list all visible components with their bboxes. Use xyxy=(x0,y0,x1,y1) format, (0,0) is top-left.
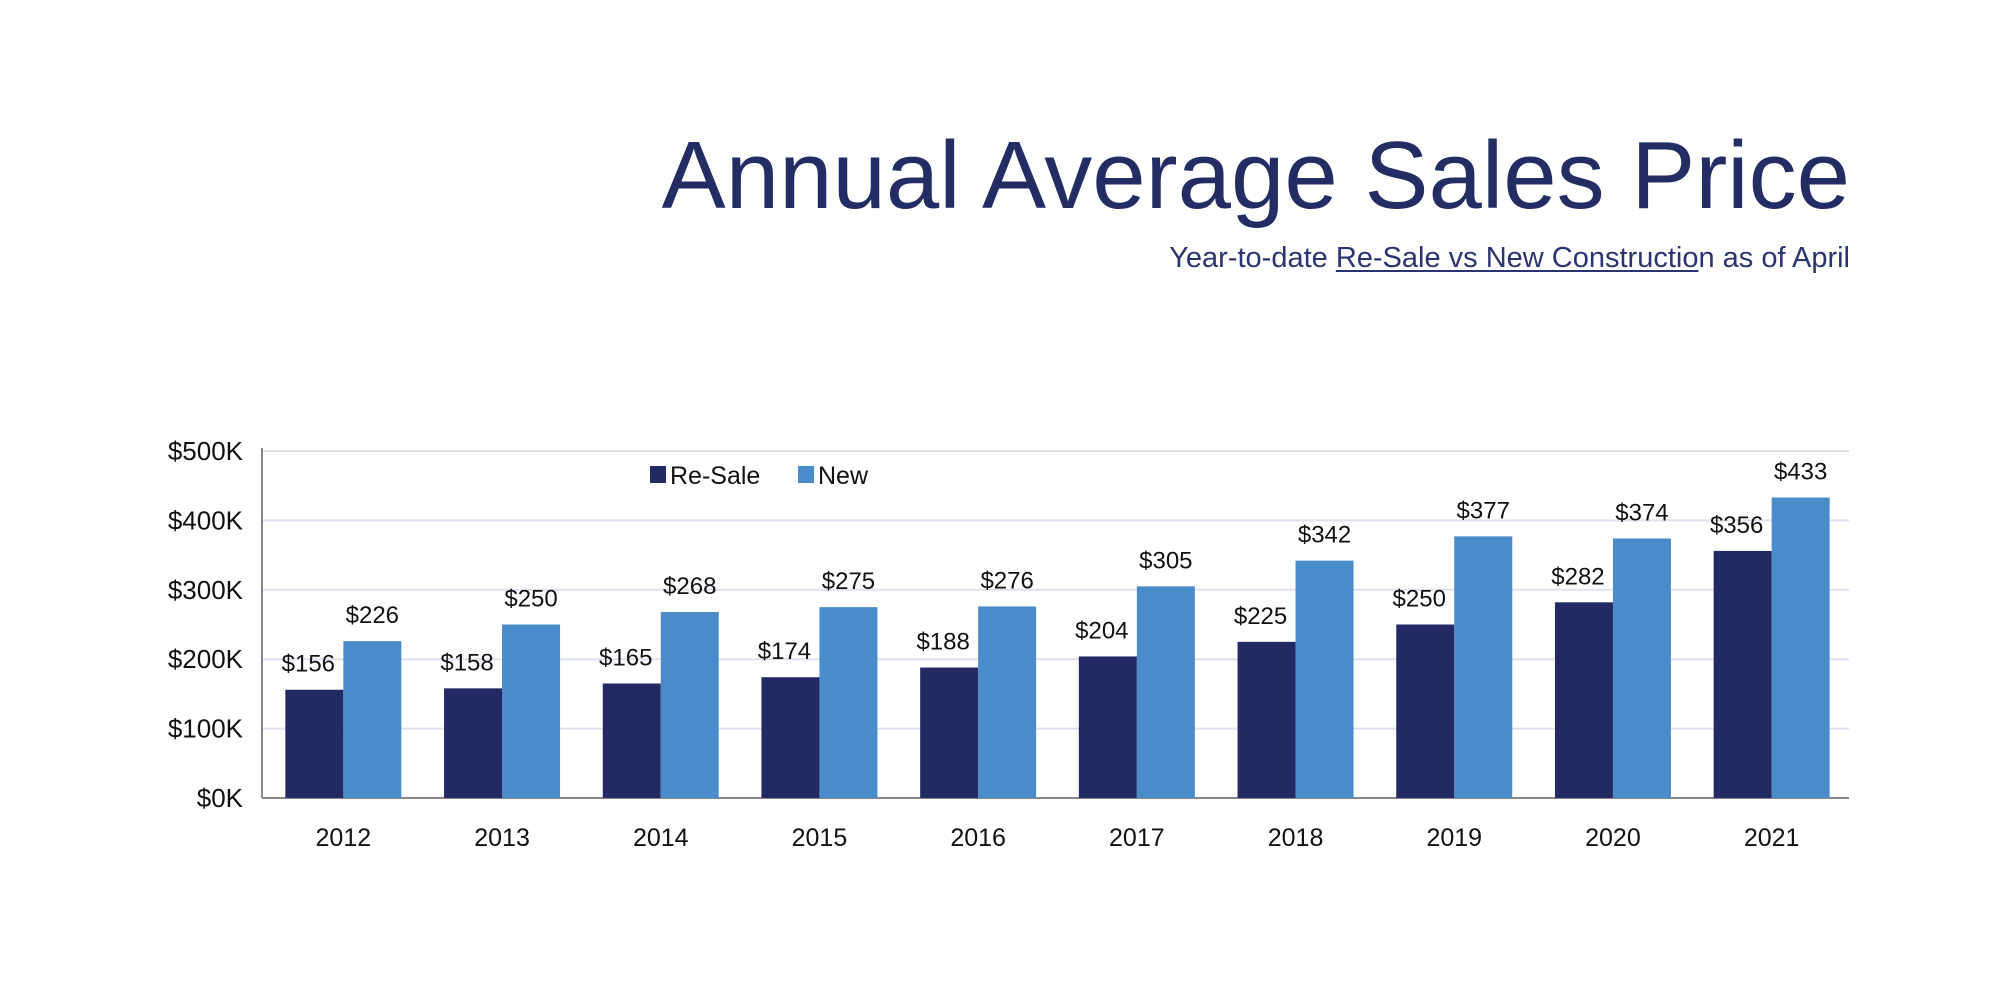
legend-swatch-re-sale xyxy=(650,466,666,483)
subtitle-underlined: Re-Sale vs New Constructio xyxy=(1335,242,1699,274)
data-label: $188 xyxy=(916,629,969,656)
bar-re-sale-2019 xyxy=(1396,624,1455,798)
bar-re-sale-2016 xyxy=(920,667,979,798)
legend-label: New xyxy=(818,462,869,490)
y-tick-label: $100K xyxy=(168,714,244,744)
bar-new-2018 xyxy=(1295,560,1354,798)
bar-re-sale-2014 xyxy=(602,683,661,798)
data-label: $268 xyxy=(663,573,716,600)
bar-new-2017 xyxy=(1136,586,1195,798)
x-tick-label: 2021 xyxy=(1744,824,1800,852)
bar-new-2012 xyxy=(343,641,402,798)
data-label: $433 xyxy=(1774,458,1827,485)
bar-new-2021 xyxy=(1771,497,1830,798)
bar-re-sale-2017 xyxy=(1078,656,1137,798)
data-label: $342 xyxy=(1298,522,1351,549)
bar-new-2013 xyxy=(502,624,561,798)
x-tick-label: 2016 xyxy=(950,824,1006,852)
data-label: $305 xyxy=(1139,547,1192,574)
x-tick-label: 2014 xyxy=(633,824,689,852)
bar-new-2015 xyxy=(819,607,878,798)
bar-new-2020 xyxy=(1612,538,1671,798)
data-label: $174 xyxy=(758,638,811,665)
data-label: $204 xyxy=(1075,617,1128,644)
bar-re-sale-2015 xyxy=(761,677,820,798)
x-tick-label: 2013 xyxy=(474,824,530,852)
x-tick-label: 2012 xyxy=(316,824,372,852)
bar-re-sale-2012 xyxy=(285,689,344,798)
data-label: $374 xyxy=(1615,499,1668,526)
data-label: $275 xyxy=(822,568,875,595)
data-label: $156 xyxy=(282,651,335,678)
y-tick-label: $300K xyxy=(168,575,244,605)
subtitle-prefix: Year-to-date xyxy=(1169,242,1336,274)
bar-re-sale-2013 xyxy=(444,688,503,798)
subtitle-suffix: n as of April xyxy=(1698,242,1850,274)
data-label: $225 xyxy=(1234,603,1287,630)
data-label: $250 xyxy=(504,586,557,613)
bar-re-sale-2021 xyxy=(1713,550,1772,798)
y-tick-label: $400K xyxy=(168,505,244,535)
chart-subtitle: Year-to-date Re-Sale vs New Construction… xyxy=(1169,242,1850,275)
bar-new-2019 xyxy=(1454,536,1513,798)
data-label: $276 xyxy=(980,567,1033,594)
data-label: $165 xyxy=(599,644,652,671)
bar-re-sale-2020 xyxy=(1554,602,1613,798)
legend-swatch-new xyxy=(798,466,814,483)
chart-title: Annual Average Sales Price xyxy=(661,122,1850,229)
bar-new-2016 xyxy=(978,606,1037,798)
y-tick-label: $200K xyxy=(168,644,244,674)
data-label: $250 xyxy=(1393,586,1446,613)
y-tick-label: $500K xyxy=(168,436,244,466)
x-tick-label: 2018 xyxy=(1268,824,1324,852)
data-label: $377 xyxy=(1457,497,1510,524)
data-label: $158 xyxy=(440,649,493,676)
data-label: $356 xyxy=(1710,512,1763,539)
bar-re-sale-2018 xyxy=(1237,641,1296,798)
data-label: $226 xyxy=(346,602,399,629)
bar-new-2014 xyxy=(660,612,719,798)
x-tick-label: 2019 xyxy=(1426,824,1482,852)
x-tick-label: 2020 xyxy=(1585,824,1641,852)
data-label: $282 xyxy=(1551,563,1604,590)
y-tick-label: $0K xyxy=(197,783,244,813)
x-tick-label: 2017 xyxy=(1109,824,1165,852)
x-tick-label: 2015 xyxy=(792,824,848,852)
legend-label: Re-Sale xyxy=(670,462,760,490)
